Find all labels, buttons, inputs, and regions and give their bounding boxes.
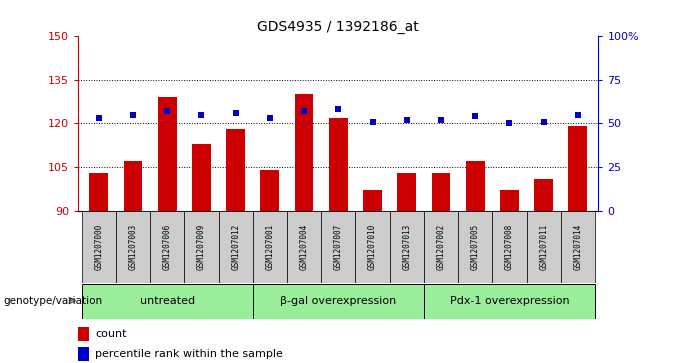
Bar <box>260 170 279 211</box>
FancyBboxPatch shape <box>116 211 150 283</box>
Bar <box>78 327 89 341</box>
FancyBboxPatch shape <box>218 211 253 283</box>
Bar <box>192 144 211 211</box>
FancyBboxPatch shape <box>390 211 424 283</box>
FancyBboxPatch shape <box>424 284 595 319</box>
FancyBboxPatch shape <box>424 211 458 283</box>
Text: GSM1207014: GSM1207014 <box>573 224 582 270</box>
FancyBboxPatch shape <box>321 211 356 283</box>
Text: GSM1207002: GSM1207002 <box>437 224 445 270</box>
Text: GSM1207005: GSM1207005 <box>471 224 479 270</box>
Bar <box>534 179 553 211</box>
Bar <box>294 94 313 211</box>
Text: percentile rank within the sample: percentile rank within the sample <box>95 349 284 359</box>
Bar <box>124 161 142 211</box>
Bar <box>466 161 485 211</box>
Bar <box>363 190 382 211</box>
Text: Pdx-1 overexpression: Pdx-1 overexpression <box>449 295 569 306</box>
FancyBboxPatch shape <box>458 211 492 283</box>
Text: GSM1207013: GSM1207013 <box>403 224 411 270</box>
FancyBboxPatch shape <box>82 211 116 283</box>
Bar <box>397 173 416 211</box>
Text: GSM1207004: GSM1207004 <box>300 224 309 270</box>
Title: GDS4935 / 1392186_at: GDS4935 / 1392186_at <box>258 20 419 34</box>
Text: GSM1207000: GSM1207000 <box>95 224 103 270</box>
Bar <box>329 118 347 211</box>
Text: GSM1207010: GSM1207010 <box>368 224 377 270</box>
Bar <box>89 173 108 211</box>
Text: GSM1207003: GSM1207003 <box>129 224 137 270</box>
Text: genotype/variation: genotype/variation <box>3 295 103 306</box>
FancyBboxPatch shape <box>253 284 424 319</box>
FancyBboxPatch shape <box>492 211 526 283</box>
Bar <box>432 173 450 211</box>
FancyBboxPatch shape <box>253 211 287 283</box>
Text: GSM1207006: GSM1207006 <box>163 224 171 270</box>
Text: GSM1207001: GSM1207001 <box>265 224 274 270</box>
FancyBboxPatch shape <box>184 211 218 283</box>
Bar <box>226 129 245 211</box>
Bar <box>568 126 588 211</box>
FancyBboxPatch shape <box>356 211 390 283</box>
FancyBboxPatch shape <box>561 211 595 283</box>
FancyBboxPatch shape <box>150 211 184 283</box>
Text: GSM1207008: GSM1207008 <box>505 224 514 270</box>
Bar <box>500 190 519 211</box>
Bar <box>158 97 177 211</box>
Text: GSM1207011: GSM1207011 <box>539 224 548 270</box>
Text: GSM1207009: GSM1207009 <box>197 224 206 270</box>
Text: untreated: untreated <box>139 295 194 306</box>
Bar <box>78 347 89 361</box>
Text: count: count <box>95 329 127 339</box>
FancyBboxPatch shape <box>526 211 561 283</box>
Text: GSM1207007: GSM1207007 <box>334 224 343 270</box>
FancyBboxPatch shape <box>82 284 253 319</box>
Text: GSM1207012: GSM1207012 <box>231 224 240 270</box>
Text: β-gal overexpression: β-gal overexpression <box>280 295 396 306</box>
FancyBboxPatch shape <box>287 211 321 283</box>
